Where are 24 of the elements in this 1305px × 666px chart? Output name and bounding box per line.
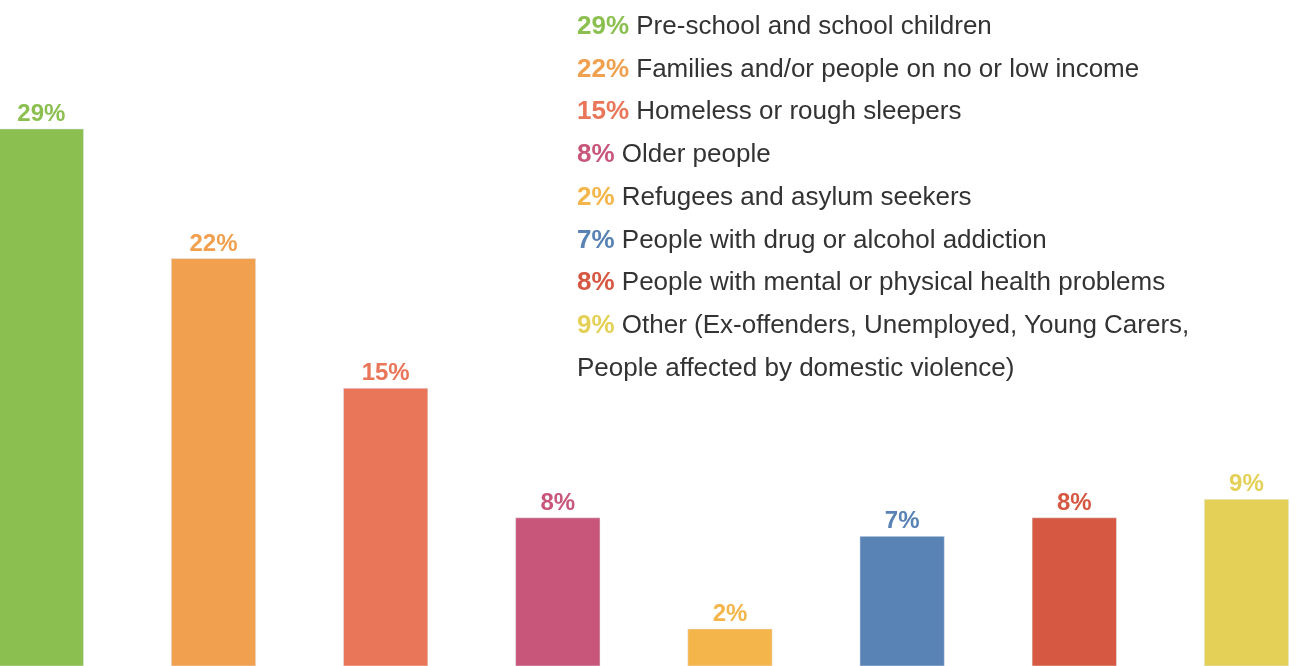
data-label: 9% xyxy=(1229,469,1264,497)
text: 22% Families and/or people on no or low income xyxy=(577,53,1140,83)
data-label: 8% xyxy=(1056,487,1092,515)
text: 29% Pre-school and school children xyxy=(577,10,992,40)
data-label: 7% xyxy=(884,506,920,534)
bar xyxy=(343,387,429,666)
bar xyxy=(1204,499,1289,666)
bar xyxy=(0,128,84,666)
data-label: 15% xyxy=(361,358,410,386)
data-label: 22% xyxy=(189,228,238,256)
annotation: 8% Older people xyxy=(577,138,771,168)
bar xyxy=(515,517,601,666)
bar xyxy=(687,628,773,666)
data-label: 29% xyxy=(17,98,66,126)
annotation: 2% Refugees and asylum seekers xyxy=(577,181,972,211)
annotation: 9% Other (Ex-offenders, Unemployed, Young Carers, People affected by domestic violence) xyxy=(577,309,1190,382)
annotation: 8% People with mental or physical health problems xyxy=(577,266,1166,296)
bar xyxy=(859,536,945,666)
data-label: 8% xyxy=(540,487,576,515)
data-label: 2% xyxy=(712,598,748,626)
bar xyxy=(171,258,256,666)
bar xyxy=(1031,517,1117,666)
text: 15% Homeless or rough sleepers xyxy=(577,95,962,125)
annotation: 7% People with drug or alcohol addiction xyxy=(577,224,1047,254)
